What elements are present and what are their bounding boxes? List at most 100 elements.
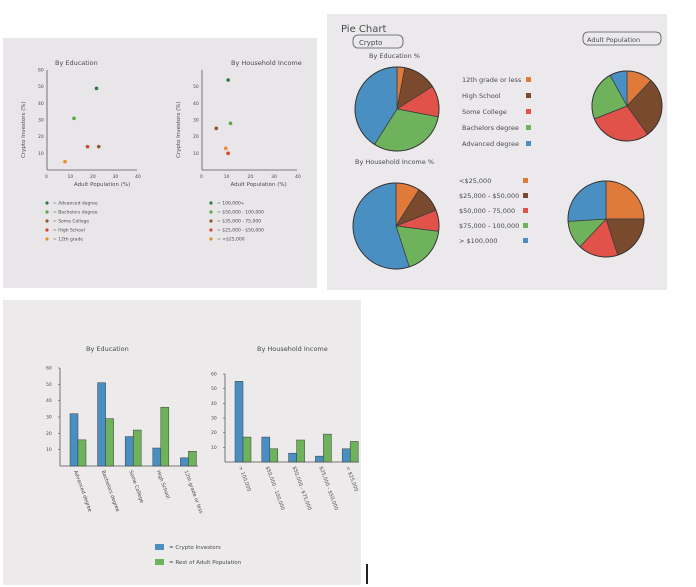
y-axis-label: Crypto Investors (%): [176, 101, 182, 158]
pie-legend-swatch: [526, 109, 531, 114]
pie-group-label: By Education %: [369, 52, 420, 60]
y-tick-label: 20: [211, 430, 217, 436]
pie-legend-label: > $100,000: [459, 237, 498, 245]
bar: [105, 418, 114, 467]
data-point: [72, 116, 76, 121]
data-point: [85, 144, 90, 149]
y-tick-label: 50: [193, 84, 199, 90]
legend-label: = Advanced degree: [53, 201, 98, 207]
pie-legend-label: $25,000 - $50,000: [459, 192, 519, 200]
x-tick-label: 20: [248, 174, 254, 180]
y-tick-label: 60: [46, 366, 52, 372]
category-label: $25,000 - $50,000: [318, 466, 339, 512]
legend-marker: [209, 210, 213, 214]
text-cursor: [366, 564, 368, 584]
pie-legend-label: Advanced degree: [462, 140, 519, 148]
legend-marker: [45, 237, 49, 241]
scatter-paper: By Education 0 10 20 30 40 10 20 30 40 50 60 Adult P…: [3, 38, 317, 288]
y-tick-label: 60: [211, 372, 217, 378]
y-tick-label: 10: [46, 447, 52, 453]
bar: [97, 382, 106, 467]
y-tick-label: 20: [46, 431, 52, 437]
y-tick-label: 60: [38, 68, 44, 74]
scatter-title: By Education: [55, 59, 98, 67]
legend-marker: [209, 201, 213, 205]
adult-population-label: Adult Population: [587, 36, 640, 44]
bar: [341, 448, 351, 463]
x-tick-label: 20: [90, 174, 96, 180]
x-tick-label: 10: [68, 174, 74, 180]
crypto-label: Crypto: [359, 39, 382, 47]
pie-legend-label: Bachelors degree: [462, 124, 519, 132]
bar: [269, 448, 279, 463]
bar: [315, 455, 324, 463]
bar: [77, 439, 87, 467]
y-tick-label: 20: [193, 134, 199, 140]
legend-label: = 100,000+: [217, 201, 245, 207]
pie-slice: [567, 180, 607, 222]
legend-label: = 12th grade: [53, 237, 83, 243]
bar-paper: By Education 10 20 30 40 50 60 Advanced degree B…: [3, 300, 361, 585]
pie-legend-swatch: [523, 208, 528, 213]
legend-label: = $25,000 - $50,000: [217, 228, 264, 234]
y-tick-label: 30: [193, 118, 199, 124]
bar: [160, 406, 170, 467]
pie-charts-svg: Pie Chart Crypto Adult Population By Educat…: [341, 24, 663, 270]
bar: [188, 451, 197, 467]
x-axis-label: Adult Population (%): [231, 182, 287, 188]
bar: [242, 436, 252, 463]
pie-legend-swatch: [523, 178, 528, 183]
legend-marker: [45, 228, 49, 232]
bar-legend-swatch: [155, 544, 164, 550]
scatter-title: By Household Income: [231, 59, 302, 67]
y-axis-label: Crypto Investors (%): [21, 101, 27, 158]
legend-label: = High School: [53, 228, 85, 234]
data-point: [226, 78, 230, 82]
y-tick-label: 20: [38, 134, 44, 140]
pie-outline: [591, 70, 663, 142]
y-tick-label: 40: [211, 401, 217, 407]
x-tick-label: 0: [200, 174, 203, 180]
y-tick-label: 30: [46, 415, 52, 421]
x-tick-label: 30: [271, 174, 277, 180]
pie-legend-swatch: [523, 223, 528, 228]
bar: [132, 429, 142, 467]
pie-legend-label: <$25,000: [459, 177, 491, 185]
crypto-label-box: [352, 34, 404, 49]
legend-marker: [45, 210, 49, 214]
category-label: $50,000 - $75,000: [291, 466, 312, 512]
legend-marker: [209, 237, 213, 241]
category-label: $50,000 - 100,000: [264, 466, 285, 512]
y-tick-label: 30: [211, 416, 217, 422]
pie-outline: [352, 182, 440, 270]
legend-label: = $35,000 - 75,000: [217, 219, 261, 225]
adult-label-box: [582, 31, 662, 46]
bar: [323, 433, 332, 463]
pie-legend-swatch: [523, 193, 528, 198]
x-tick-label: 10: [224, 174, 230, 180]
bar-chart-title: By Household Income: [257, 345, 328, 353]
legend-marker: [45, 201, 49, 205]
pie-group-label: By Household Income %: [355, 158, 434, 166]
y-tick-label: 50: [38, 84, 44, 90]
data-point: [214, 126, 219, 131]
y-tick-label: 40: [38, 101, 44, 107]
pie-legend-swatch: [523, 238, 528, 243]
pie-outline: [354, 66, 440, 152]
category-label: High School: [155, 470, 171, 500]
x-tick-label: 40: [295, 174, 301, 180]
data-point: [94, 86, 99, 91]
pie-legend-label: $75,000 - 100,000: [459, 222, 519, 230]
category-label: < $25,000: [344, 466, 359, 493]
bar: [69, 413, 79, 467]
bar: [234, 381, 244, 463]
x-tick-label: 30: [113, 174, 119, 180]
legend-label: = <$25,000: [217, 237, 245, 243]
pie-legend-swatch: [526, 125, 531, 130]
bar-chart-title: By Education: [86, 345, 129, 353]
legend-label: = Bachelors degree: [53, 210, 98, 216]
data-point: [96, 144, 101, 149]
bar: [152, 447, 162, 467]
y-tick-label: 40: [46, 398, 52, 404]
pie-legend-swatch: [526, 141, 531, 146]
